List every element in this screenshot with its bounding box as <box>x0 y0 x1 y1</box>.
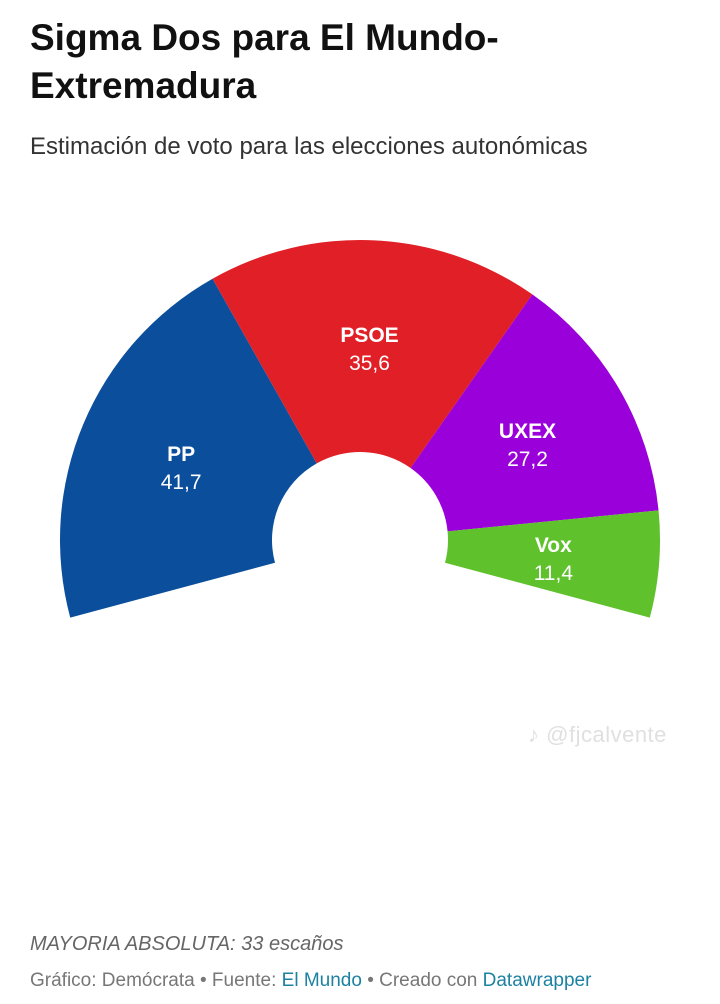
slice-pp <box>59 278 317 618</box>
slice-uxex <box>410 294 659 532</box>
slice-label-psoe: PSOE <box>340 324 398 347</box>
datawrapper-link[interactable]: Datawrapper <box>482 970 592 991</box>
slice-value-psoe: 35,6 <box>349 352 390 375</box>
slice-label-vox: Vox <box>535 534 572 557</box>
source-link[interactable]: El Mundo <box>281 970 362 991</box>
credits-prefix: Gráfico: Demócrata • Fuente: <box>30 970 282 991</box>
slice-value-pp: 41,7 <box>161 471 202 494</box>
slice-vox <box>445 510 661 618</box>
slice-value-vox: 11,4 <box>534 562 574 585</box>
watermark: ♪ @fjcalvente <box>528 722 667 748</box>
slice-label-uxex: UXEX <box>499 420 556 443</box>
parliament-chart: PP 41,7 PSOE 35,6 UXEX 27,2 Vox 11,4 <box>59 240 661 618</box>
tiktok-icon: ♪ <box>528 722 540 747</box>
slice-value-uxex: 27,2 <box>507 448 548 471</box>
chart-title: Sigma Dos para El Mundo-Extremadura <box>30 17 499 106</box>
chart-credits: Gráfico: Demócrata • Fuente: El Mundo • … <box>30 970 591 992</box>
slice-label-pp: PP <box>167 443 195 466</box>
watermark-handle: @fjcalvente <box>546 722 667 747</box>
credits-middle: • Creado con <box>361 970 483 991</box>
majority-note: MAYORIA ABSOLUTA: 33 escaños <box>30 933 344 955</box>
slice-psoe <box>212 240 533 468</box>
chart-subtitle: Estimación de voto para las elecciones a… <box>30 133 588 160</box>
